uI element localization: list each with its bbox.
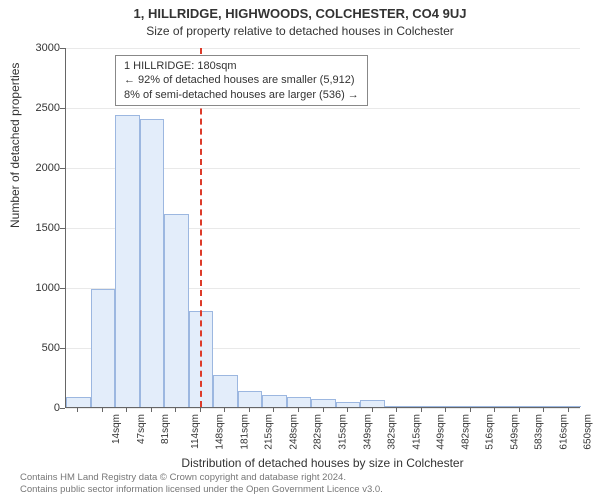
bar bbox=[434, 406, 459, 407]
y-tick-mark bbox=[60, 228, 65, 229]
x-tick-label: 349sqm bbox=[362, 414, 373, 450]
bar bbox=[115, 115, 140, 407]
bar bbox=[458, 406, 483, 407]
x-tick-mark bbox=[151, 408, 152, 412]
x-tick-mark bbox=[273, 408, 274, 412]
x-tick-label: 449sqm bbox=[436, 414, 447, 450]
annotation-line: 8% of semi-detached houses are larger (5… bbox=[124, 88, 359, 102]
bar bbox=[262, 395, 287, 407]
y-tick-mark bbox=[60, 408, 65, 409]
x-tick-mark bbox=[568, 408, 569, 412]
y-tick-mark bbox=[60, 48, 65, 49]
x-tick-label: 148sqm bbox=[215, 414, 226, 450]
bar bbox=[140, 119, 165, 407]
x-tick-label: 516sqm bbox=[485, 414, 496, 450]
x-tick-mark bbox=[77, 408, 78, 412]
page-subtitle: Size of property relative to detached ho… bbox=[0, 24, 600, 38]
x-tick-mark bbox=[298, 408, 299, 412]
x-tick-label: 181sqm bbox=[239, 414, 250, 450]
x-tick-mark bbox=[249, 408, 250, 412]
y-tick-label: 2000 bbox=[10, 162, 60, 174]
x-tick-mark bbox=[421, 408, 422, 412]
x-tick-label: 215sqm bbox=[264, 414, 275, 450]
bar bbox=[532, 406, 557, 407]
annotation-box: 1 HILLRIDGE: 180sqm← 92% of detached hou… bbox=[115, 55, 368, 106]
x-tick-mark bbox=[126, 408, 127, 412]
x-tick-mark bbox=[175, 408, 176, 412]
x-tick-mark bbox=[470, 408, 471, 412]
x-tick-label: 650sqm bbox=[583, 414, 594, 450]
y-tick-label: 0 bbox=[10, 402, 60, 414]
x-tick-label: 248sqm bbox=[289, 414, 300, 450]
x-tick-mark bbox=[494, 408, 495, 412]
bar bbox=[287, 397, 312, 407]
bar bbox=[409, 406, 434, 407]
x-tick-mark bbox=[347, 408, 348, 412]
x-axis-label: Distribution of detached houses by size … bbox=[65, 456, 580, 470]
x-tick-label: 616sqm bbox=[558, 414, 569, 450]
x-tick-label: 482sqm bbox=[460, 414, 471, 450]
x-tick-mark bbox=[445, 408, 446, 412]
y-axis-label: Number of detached properties bbox=[8, 63, 22, 228]
y-tick-mark bbox=[60, 168, 65, 169]
y-tick-label: 500 bbox=[10, 342, 60, 354]
annotation-line: 1 HILLRIDGE: 180sqm bbox=[124, 59, 359, 73]
bar bbox=[311, 399, 336, 407]
x-tick-label: 47sqm bbox=[136, 414, 147, 444]
x-tick-mark bbox=[323, 408, 324, 412]
y-tick-mark bbox=[60, 288, 65, 289]
x-tick-mark bbox=[396, 408, 397, 412]
x-tick-label: 415sqm bbox=[411, 414, 422, 450]
x-tick-mark bbox=[543, 408, 544, 412]
bar bbox=[238, 391, 263, 407]
bar bbox=[483, 406, 508, 407]
y-tick-label: 3000 bbox=[10, 42, 60, 54]
x-tick-mark bbox=[519, 408, 520, 412]
bar bbox=[164, 214, 189, 407]
bar bbox=[507, 406, 532, 407]
x-tick-mark bbox=[224, 408, 225, 412]
y-tick-label: 2500 bbox=[10, 102, 60, 114]
footer-attribution: Contains HM Land Registry data © Crown c… bbox=[20, 472, 590, 496]
x-tick-label: 382sqm bbox=[387, 414, 398, 450]
x-tick-mark bbox=[102, 408, 103, 412]
x-tick-label: 282sqm bbox=[313, 414, 324, 450]
footer-line: Contains public sector information licen… bbox=[20, 484, 590, 496]
x-tick-label: 81sqm bbox=[160, 414, 171, 444]
y-tick-mark bbox=[60, 348, 65, 349]
annotation-line: ← 92% of detached houses are smaller (5,… bbox=[124, 73, 359, 87]
bar bbox=[66, 397, 91, 407]
x-tick-label: 549sqm bbox=[509, 414, 520, 450]
footer-line: Contains HM Land Registry data © Crown c… bbox=[20, 472, 590, 484]
bar bbox=[213, 375, 238, 407]
bar bbox=[91, 289, 116, 407]
x-tick-label: 315sqm bbox=[338, 414, 349, 450]
bar bbox=[360, 400, 385, 407]
y-tick-label: 1500 bbox=[10, 222, 60, 234]
bar bbox=[385, 406, 410, 407]
x-tick-label: 14sqm bbox=[111, 414, 122, 444]
y-tick-label: 1000 bbox=[10, 282, 60, 294]
page-title: 1, HILLRIDGE, HIGHWOODS, COLCHESTER, CO4… bbox=[0, 6, 600, 21]
bar bbox=[556, 406, 581, 407]
x-tick-mark bbox=[200, 408, 201, 412]
x-tick-label: 583sqm bbox=[534, 414, 545, 450]
x-tick-label: 114sqm bbox=[190, 414, 201, 449]
bar bbox=[336, 402, 361, 407]
x-tick-mark bbox=[372, 408, 373, 412]
y-tick-mark bbox=[60, 108, 65, 109]
